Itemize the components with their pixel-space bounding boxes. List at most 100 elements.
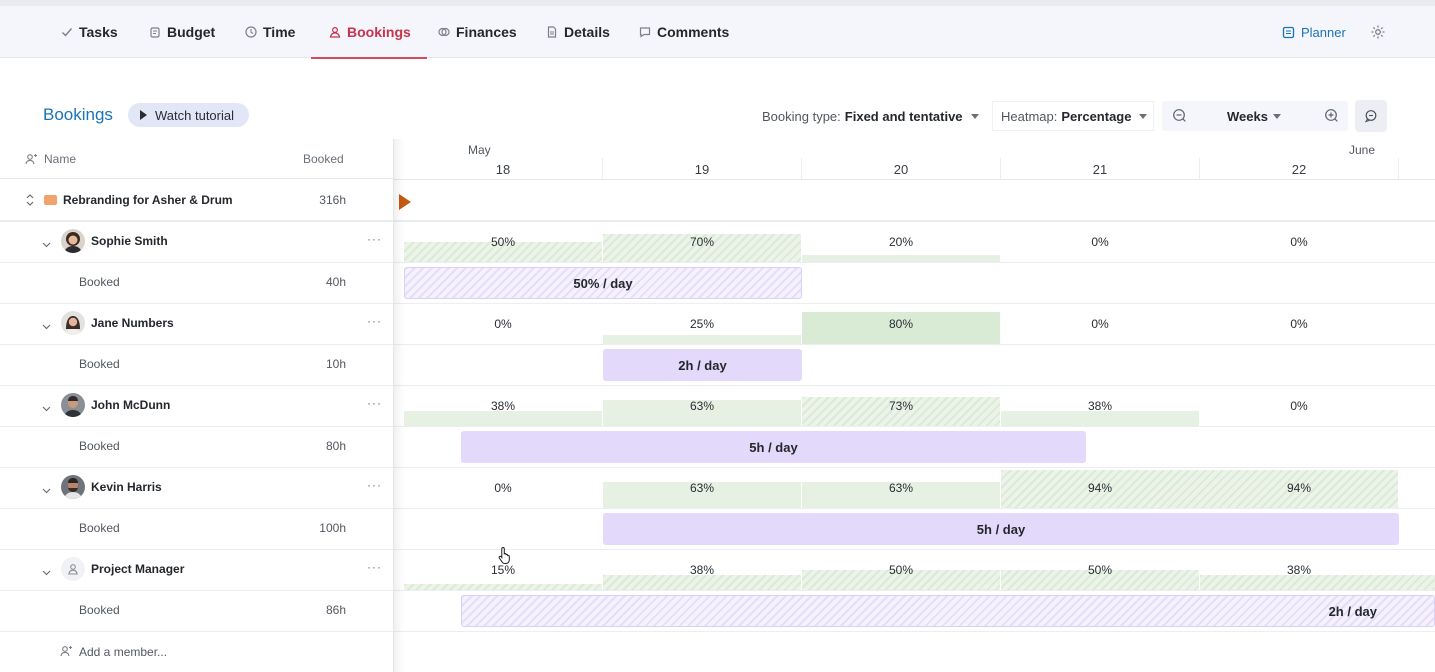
heatmap-percentage: 70% [672,235,732,249]
heatmap-cell [1001,470,1398,508]
heatmap-percentage: 73% [871,399,931,413]
booking-type-label: Booking type: [762,109,841,124]
booked-label: Booked [79,275,120,289]
heatmap-percentage: 50% [1070,563,1130,577]
booked-row: Booked 40h [0,262,394,303]
member-row[interactable]: John McDunn ··· [0,385,394,426]
avatar [61,311,85,335]
budget-icon [149,26,161,38]
member-row[interactable]: Sophie Smith ··· [0,221,394,262]
role-placeholder-icon [61,557,85,581]
booking-bar[interactable]: 5h / day [603,513,1399,545]
week-label: 20 [881,162,921,177]
member-row[interactable]: Project Manager ··· [0,549,394,590]
avatar [61,475,85,499]
heatmap-select[interactable]: Heatmap: Percentage [992,101,1154,131]
week-divider [801,158,802,180]
tab-tasks[interactable]: Tasks [61,6,118,58]
heatmap-cell [802,255,1000,262]
member-name: Sophie Smith [91,234,168,248]
more-options-icon[interactable]: ··· [367,314,382,328]
project-row-info[interactable]: Rebranding for Asher & Drum 316h [0,180,394,221]
tab-details[interactable]: Details [546,6,610,58]
member-row[interactable]: Kevin Harris ··· [0,467,394,508]
member-name: Kevin Harris [91,480,162,494]
planner-label: Planner [1301,25,1346,40]
booked-hours: 100h [319,521,346,535]
month-label: June [1349,143,1375,157]
add-member-row[interactable]: Add a member... [0,631,394,672]
heatmap-percentage: 63% [871,481,931,495]
tab-finances[interactable]: Finances [438,6,517,58]
booking-type-select[interactable]: Booking type: Fixed and tentative [754,101,984,131]
heatmap-percentage: 15% [473,563,533,577]
watch-tutorial-button[interactable]: Watch tutorial [128,103,249,127]
booking-bar[interactable]: 2h / day [603,349,802,381]
week-label: 21 [1080,162,1120,177]
tab-bookings[interactable]: Bookings [329,6,411,58]
heatmap-percentage: 94% [1269,481,1329,495]
list-header: Name Booked [0,139,394,179]
comment-search-icon [1364,109,1378,123]
heatmap-percentage: 50% [871,563,931,577]
member-name: Project Manager [91,562,184,576]
booked-label: Booked [79,439,120,453]
heatmap-label: Heatmap: [1001,109,1057,124]
heatmap-percentage: 0% [1269,399,1329,413]
user-icon [329,26,341,38]
chevron-down-icon[interactable] [42,236,51,245]
heatmap-percentage: 38% [1070,399,1130,413]
chevron-down-icon[interactable] [42,482,51,491]
caret-down-icon [1273,114,1281,119]
comments-toggle-button[interactable] [1355,100,1387,132]
caret-down-icon [971,114,979,119]
heatmap-value: Percentage [1061,109,1131,124]
heatmap-cell [404,411,602,426]
clock-icon [245,26,257,38]
project-icon [44,195,57,205]
project-name: Rebranding for Asher & Drum [63,193,233,207]
booked-row: Booked 100h [0,508,394,549]
member-name: John McDunn [91,398,170,412]
week-divider [1199,158,1200,180]
more-options-icon[interactable]: ··· [367,478,382,492]
heatmap-percentage: 25% [672,317,732,331]
heatmap-percentage: 0% [1070,317,1130,331]
more-options-icon[interactable]: ··· [367,232,382,246]
more-options-icon[interactable]: ··· [367,560,382,574]
zoom-in-icon[interactable] [1324,108,1339,123]
booked-label: Booked [79,603,120,617]
gear-icon[interactable] [1370,24,1386,40]
week-label: 18 [483,162,523,177]
tab-label: Comments [657,24,729,40]
heatmap-percentage: 38% [473,399,533,413]
week-divider [1398,158,1399,180]
booking-bar[interactable]: 50% / day [404,267,802,299]
booking-type-value: Fixed and tentative [845,109,963,124]
avatar [61,229,85,253]
tab-time[interactable]: Time [245,6,295,58]
scale-select[interactable]: Weeks [1227,101,1281,131]
chevron-down-icon[interactable] [42,564,51,573]
finances-icon [438,26,450,38]
booked-column-header[interactable]: Booked [303,152,344,166]
heatmap-percentage: 38% [672,563,732,577]
heatmap-percentage: 0% [1269,235,1329,249]
booked-hours: 80h [326,439,346,453]
booking-bar[interactable]: 2h / day [461,595,1435,627]
heatmap-cell [1200,575,1435,590]
more-options-icon[interactable]: ··· [367,396,382,410]
planner-link[interactable]: Planner [1282,6,1346,58]
chevron-down-icon[interactable] [42,400,51,409]
name-column-header[interactable]: Name [25,152,76,166]
booked-label: Booked [79,357,120,371]
booking-bar[interactable]: 5h / day [461,431,1086,463]
chevron-down-icon[interactable] [42,318,51,327]
member-row[interactable]: Jane Numbers ··· [0,303,394,344]
check-icon [61,26,73,38]
expand-collapse-icon[interactable] [25,193,35,207]
zoom-out-icon[interactable] [1172,108,1187,123]
heatmap-percentage: 80% [871,317,931,331]
tab-budget[interactable]: Budget [149,6,215,58]
tab-comments[interactable]: Comments [639,6,729,58]
